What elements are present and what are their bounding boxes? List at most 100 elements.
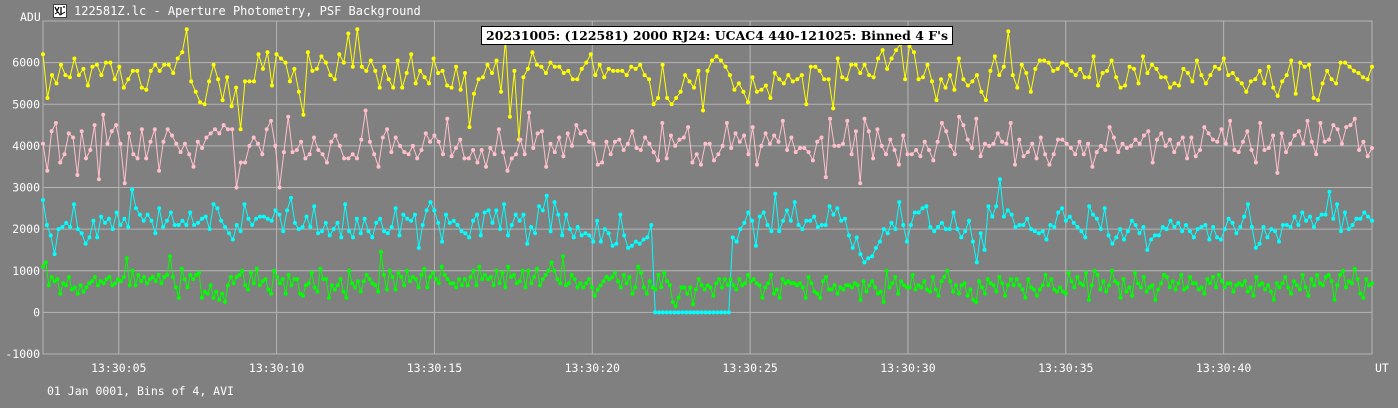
data-point xyxy=(180,50,185,55)
data-point xyxy=(673,304,678,309)
data-point xyxy=(384,287,389,292)
data-point xyxy=(916,210,921,215)
data-point xyxy=(539,129,544,134)
data-point xyxy=(496,127,501,132)
data-point xyxy=(193,89,198,94)
data-point xyxy=(570,143,574,148)
data-point xyxy=(625,141,630,146)
data-point xyxy=(943,85,948,90)
data-point xyxy=(1239,81,1244,86)
data-point xyxy=(928,289,932,294)
data-point xyxy=(783,281,788,286)
data-point xyxy=(688,310,693,315)
data-point xyxy=(509,275,513,279)
data-point xyxy=(781,218,786,223)
data-point xyxy=(939,220,944,225)
data-point xyxy=(108,60,113,65)
data-point xyxy=(604,275,609,279)
data-point xyxy=(781,81,786,86)
data-point xyxy=(1036,231,1041,236)
data-point xyxy=(107,275,112,279)
data-point xyxy=(548,60,553,65)
data-point xyxy=(1315,216,1320,221)
data-point xyxy=(1060,289,1065,294)
data-point xyxy=(174,141,179,146)
data-point xyxy=(280,277,285,282)
data-point xyxy=(274,52,279,57)
data-point xyxy=(269,218,274,223)
data-point xyxy=(885,231,890,236)
data-point xyxy=(688,285,693,290)
data-point xyxy=(1254,275,1259,279)
data-point xyxy=(217,297,222,302)
data-point xyxy=(213,127,217,132)
data-point xyxy=(148,68,153,73)
data-point xyxy=(1242,279,1247,284)
data-point xyxy=(427,81,432,86)
data-point xyxy=(1028,89,1033,94)
data-point xyxy=(184,223,189,227)
data-point xyxy=(878,289,883,294)
data-point xyxy=(307,152,312,157)
data-point xyxy=(685,291,690,296)
data-point xyxy=(228,275,233,279)
data-point xyxy=(1078,66,1083,71)
data-point xyxy=(1302,64,1307,69)
data-point xyxy=(850,285,854,290)
data-point xyxy=(409,52,414,57)
data-point xyxy=(381,272,386,277)
data-point xyxy=(835,291,840,296)
data-point xyxy=(316,231,321,236)
data-point xyxy=(710,58,714,63)
data-point xyxy=(376,289,381,294)
data-point xyxy=(574,123,579,128)
data-point xyxy=(335,220,340,225)
data-point xyxy=(124,256,129,261)
data-point xyxy=(587,139,592,144)
data-point xyxy=(191,164,196,169)
data-point xyxy=(566,68,571,73)
data-point xyxy=(880,48,885,53)
data-point xyxy=(695,310,700,315)
data-point xyxy=(1260,281,1265,286)
data-point xyxy=(52,252,57,257)
data-point xyxy=(954,283,958,288)
data-point xyxy=(127,283,132,288)
data-point xyxy=(436,71,441,75)
data-point xyxy=(653,310,658,315)
data-point xyxy=(304,214,309,219)
data-point xyxy=(242,202,247,207)
data-point xyxy=(83,241,88,246)
data-point xyxy=(445,277,450,282)
data-point xyxy=(310,68,315,73)
data-point xyxy=(433,277,438,282)
data-point xyxy=(1215,235,1219,240)
data-point xyxy=(637,241,642,246)
data-point xyxy=(1025,216,1030,221)
data-point xyxy=(372,152,377,157)
data-point xyxy=(1219,127,1224,132)
data-point xyxy=(948,143,953,148)
data-point xyxy=(1335,283,1340,288)
data-point xyxy=(1144,289,1149,294)
data-point xyxy=(1199,285,1204,290)
data-point xyxy=(254,216,259,221)
data-point xyxy=(203,214,208,219)
data-point xyxy=(1286,285,1291,290)
data-point xyxy=(1194,58,1199,63)
data-point xyxy=(682,285,687,290)
data-point xyxy=(978,154,983,159)
data-point xyxy=(1193,154,1198,159)
data-point xyxy=(44,223,49,227)
data-point xyxy=(197,270,201,275)
data-point xyxy=(757,214,762,219)
data-point xyxy=(1167,285,1172,290)
data-point xyxy=(257,283,262,288)
data-point xyxy=(1338,272,1343,277)
data-point xyxy=(757,283,762,288)
data-point xyxy=(803,295,808,300)
data-point xyxy=(350,281,355,286)
data-point xyxy=(931,158,936,163)
data-point xyxy=(1008,277,1013,282)
